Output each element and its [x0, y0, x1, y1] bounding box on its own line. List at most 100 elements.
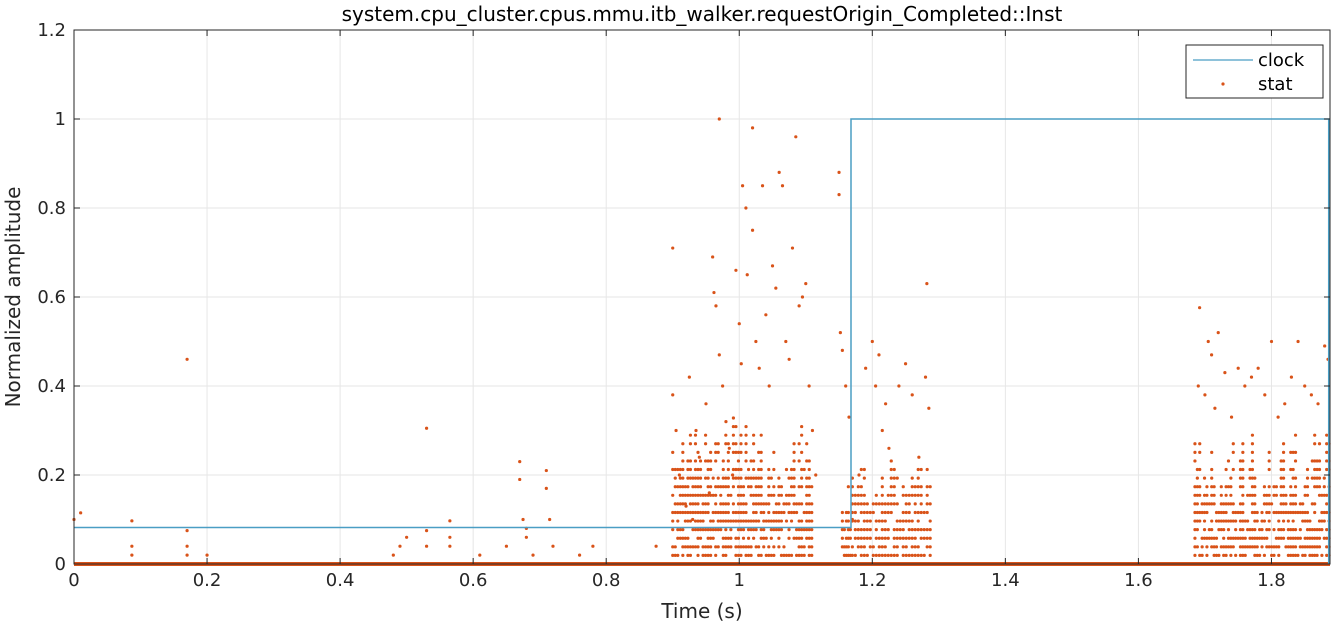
stat-point [892, 485, 896, 489]
stat-point [1250, 528, 1255, 532]
stat-point [1234, 519, 1238, 523]
stat-point [777, 502, 781, 506]
stat-point [901, 493, 905, 497]
stat-point [800, 450, 804, 454]
stat-point [703, 459, 708, 463]
stat-point [739, 502, 743, 506]
stat-point [686, 485, 690, 489]
stat-point [1210, 485, 1214, 489]
stat-point [895, 502, 899, 506]
stat-point [889, 459, 893, 463]
stat-point [548, 517, 552, 522]
stat-point [678, 467, 682, 472]
stat-point [1202, 528, 1207, 532]
stat-point [1231, 450, 1235, 454]
stat-point [737, 322, 741, 326]
stat-point [686, 476, 690, 480]
stat-point [1308, 545, 1312, 549]
stat-point [789, 493, 794, 497]
stat-point [904, 545, 908, 549]
stat-point [683, 502, 687, 506]
stat-point [904, 493, 908, 497]
stat-point [448, 535, 452, 539]
stat-point [130, 553, 134, 557]
stat-point [1279, 510, 1283, 515]
stat-point [726, 519, 730, 523]
stat-point [714, 545, 718, 549]
stat-point [787, 528, 791, 532]
stat-point [1200, 553, 1204, 558]
stat-point [1317, 476, 1322, 480]
stat-point [1289, 485, 1293, 489]
stat-point [673, 476, 677, 480]
stat-point [1267, 502, 1271, 506]
stat-point [731, 485, 736, 489]
stat-point [688, 467, 693, 472]
stat-point [1222, 519, 1226, 523]
stat-point [762, 510, 766, 515]
stat-point [671, 553, 675, 558]
stat-point [744, 476, 748, 480]
stat-point [865, 502, 869, 506]
stat-point [853, 510, 857, 515]
stat-point [726, 545, 730, 549]
stat-point [777, 528, 781, 532]
stat-point [1205, 553, 1209, 558]
stat-point [1212, 545, 1216, 549]
stat-point [681, 528, 685, 532]
stat-point [904, 502, 908, 506]
stat-point [1243, 553, 1247, 558]
stat-point [1219, 485, 1223, 489]
stat-point [784, 553, 789, 558]
stat-point [804, 282, 808, 286]
stat-point [757, 485, 761, 489]
stat-point [691, 493, 695, 497]
stat-point [739, 476, 743, 480]
stat-point [1265, 536, 1269, 540]
stat-point [1315, 528, 1319, 532]
stat-point [759, 493, 763, 497]
stat-point [800, 485, 804, 489]
stat-point [1253, 553, 1257, 558]
stat-point [810, 553, 814, 558]
stat-point [898, 536, 902, 540]
stat-point [792, 502, 796, 506]
stat-point [671, 545, 675, 549]
stat-point [874, 528, 878, 532]
stat-point [1316, 402, 1320, 406]
stat-point [726, 459, 730, 463]
stat-point [686, 510, 690, 515]
stat-point [807, 485, 811, 489]
stat-point [719, 502, 723, 506]
stat-point [754, 528, 758, 532]
stat-point [859, 545, 863, 549]
stat-point [726, 536, 730, 540]
stat-point [709, 536, 713, 540]
stat-point [916, 467, 920, 472]
stat-point [913, 536, 917, 540]
stat-point [1193, 493, 1197, 497]
stat-point [749, 528, 753, 532]
stat-point [1267, 485, 1271, 489]
stat-point [913, 493, 917, 497]
stat-point [928, 545, 932, 549]
stat-point [1289, 375, 1294, 379]
stat-point [671, 246, 675, 250]
stat-point [767, 485, 771, 489]
stat-point [877, 545, 881, 549]
stat-point [1291, 467, 1295, 472]
stat-point [696, 519, 700, 523]
stat-point [1253, 476, 1257, 480]
stat-point [904, 553, 908, 558]
stat-point [719, 485, 723, 489]
stat-point [1195, 476, 1199, 480]
stat-point [1325, 433, 1329, 437]
stat-point [880, 519, 884, 523]
stat-point [681, 442, 685, 446]
stat-point [1293, 493, 1298, 497]
stat-point [1274, 485, 1278, 489]
stat-point [856, 545, 860, 549]
stat-point [714, 442, 718, 446]
stat-point [736, 502, 741, 506]
stat-point [1210, 476, 1214, 480]
